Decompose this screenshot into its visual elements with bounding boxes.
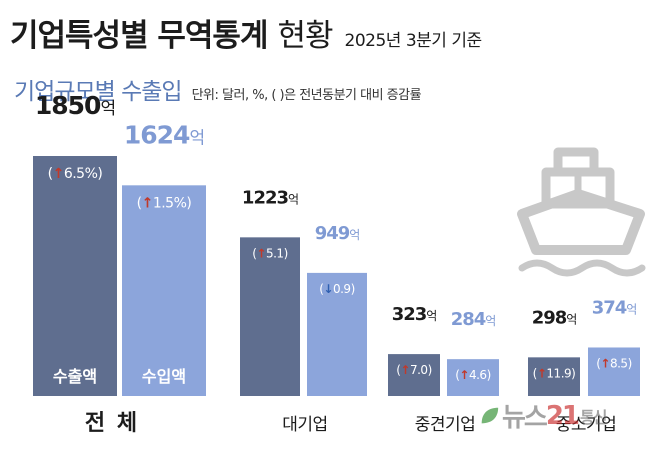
page-title: 기업특성별 무역통계 xyxy=(10,18,268,54)
bar-import-2 xyxy=(447,359,499,396)
change-label: (↑6.5%) xyxy=(48,166,103,182)
watermark-text-b: 통신 xyxy=(580,407,607,427)
up-arrow-icon: ↑ xyxy=(537,366,547,380)
ship-icon xyxy=(517,147,646,277)
category-label: 대기업 xyxy=(282,415,327,435)
value-label: 1850억 xyxy=(35,91,115,120)
up-arrow-icon: ↑ xyxy=(256,246,266,260)
value-label: 298억 xyxy=(532,307,577,328)
change-label: (↑7.0) xyxy=(396,363,432,377)
unit-note: 단위: 달러, %, ( )은 전년동분기 대비 증감률 xyxy=(191,88,422,103)
change-label: (↑11.9) xyxy=(533,366,576,380)
up-arrow-icon: ↑ xyxy=(459,368,469,382)
bar-import-0 xyxy=(122,185,206,396)
change-label: (↓0.9) xyxy=(319,282,355,296)
date-note: 2025년 3분기 기준 xyxy=(344,31,483,51)
value-label: 1223억 xyxy=(242,187,298,208)
value-label: 949억 xyxy=(315,223,360,244)
bar-export-3 xyxy=(528,357,580,396)
change-label: (↑4.6) xyxy=(455,368,491,382)
series-name-label: 수입액 xyxy=(142,367,186,386)
leaf-icon xyxy=(481,407,499,423)
title-row: 기업특성별 무역통계 현황 2025년 3분기 기준 xyxy=(10,10,482,55)
category-label: 중견기업 xyxy=(415,415,476,435)
up-arrow-icon: ↑ xyxy=(53,166,64,182)
bar-export-1 xyxy=(240,237,300,396)
up-arrow-icon: ↑ xyxy=(600,356,610,370)
bar-export-0 xyxy=(33,156,117,396)
change-label: (↑5.1) xyxy=(252,246,288,260)
watermark-number: 21 xyxy=(545,400,580,431)
chart-subtitle: 기업규모별 수출입 xyxy=(14,79,183,105)
bar-import-3 xyxy=(588,347,640,396)
value-label: 1624억 xyxy=(124,120,204,149)
change-label: (↑8.5) xyxy=(596,356,632,370)
value-label: 323억 xyxy=(392,304,437,325)
series-name-label: 수출액 xyxy=(53,367,97,386)
change-label: (↑1.5%) xyxy=(137,195,192,211)
category-label: 전 체 xyxy=(85,411,139,436)
up-arrow-icon: ↑ xyxy=(142,195,153,211)
watermark-text-a: 뉴스 xyxy=(502,403,548,433)
up-arrow-icon: ↑ xyxy=(400,363,410,377)
value-label: 284억 xyxy=(451,309,496,330)
bar-import-1 xyxy=(307,272,367,396)
watermark: 뉴스 21 통신 xyxy=(478,397,608,434)
category-label: 중소기업 xyxy=(556,415,617,435)
down-arrow-icon: ↓ xyxy=(323,282,333,296)
page-title-suffix: 현황 xyxy=(277,18,333,54)
value-label: 374억 xyxy=(592,297,637,318)
bar-export-2 xyxy=(388,354,440,396)
subtitle-row: 기업규모별 수출입 단위: 달러, %, ( )은 전년동분기 대비 증감률 xyxy=(14,72,422,106)
